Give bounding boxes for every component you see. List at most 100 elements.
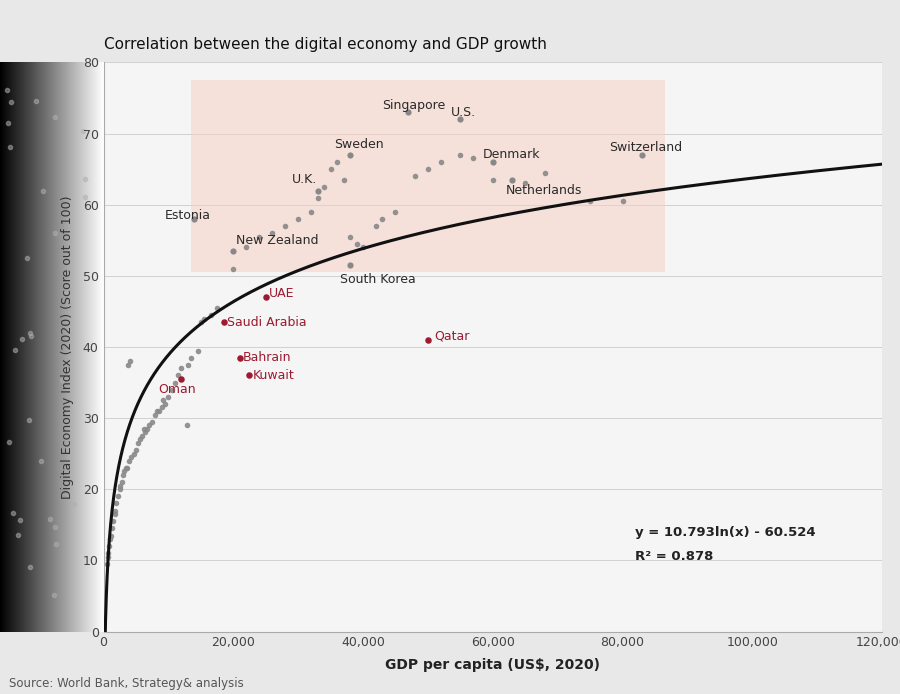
Point	[100, 559, 114, 570]
Text: y = 10.793ln(x) - 60.524: y = 10.793ln(x) - 60.524	[635, 525, 816, 539]
Point	[104, 530, 118, 541]
Point	[113, 484, 128, 495]
Point	[278, 221, 293, 232]
Point	[161, 391, 176, 403]
Text: U.S.: U.S.	[451, 105, 476, 119]
Point	[343, 149, 357, 160]
Point	[486, 157, 500, 168]
Point	[129, 445, 143, 456]
Point	[291, 214, 305, 225]
X-axis label: GDP per capita (US$, 2020): GDP per capita (US$, 2020)	[385, 658, 600, 672]
Point	[155, 402, 169, 413]
Point	[148, 409, 163, 420]
Text: UAE: UAE	[269, 287, 294, 300]
Point	[337, 174, 351, 185]
Text: Singapore: Singapore	[382, 99, 446, 112]
Point	[226, 263, 240, 274]
Point	[369, 221, 383, 232]
Text: Oman: Oman	[158, 383, 196, 396]
Point	[175, 373, 189, 384]
Point	[187, 214, 202, 225]
Point	[124, 452, 139, 463]
Text: New Zealand: New Zealand	[237, 234, 319, 247]
Text: Denmark: Denmark	[483, 149, 541, 162]
Point	[175, 363, 189, 374]
Point	[127, 448, 141, 459]
Point	[203, 310, 218, 321]
Point	[310, 185, 325, 196]
Point	[135, 430, 149, 441]
Point	[310, 192, 325, 203]
Point	[453, 149, 467, 160]
Point	[466, 153, 481, 164]
Point	[356, 242, 370, 253]
Text: Saudi Arabia: Saudi Arabia	[227, 316, 306, 328]
Point	[349, 238, 364, 249]
Point	[505, 174, 519, 185]
Point	[111, 491, 125, 502]
Point	[304, 206, 319, 217]
Text: Source: World Bank, Strategy& analysis: Source: World Bank, Strategy& analysis	[9, 677, 244, 690]
Point	[158, 398, 172, 409]
Bar	[191, 81, 665, 272]
Point	[137, 423, 151, 434]
Point	[401, 107, 416, 118]
Point	[101, 548, 115, 559]
Point	[258, 291, 273, 303]
Point	[122, 455, 137, 466]
Point	[123, 356, 138, 367]
Text: South Korea: South Korea	[340, 273, 416, 286]
Point	[317, 181, 331, 192]
Point	[179, 420, 194, 431]
Point	[102, 541, 116, 552]
Text: U.K.: U.K.	[292, 174, 317, 186]
Point	[165, 384, 179, 396]
Point	[117, 466, 131, 477]
Point	[106, 516, 121, 527]
Point	[145, 416, 159, 428]
Point	[232, 352, 247, 363]
Point	[265, 228, 279, 239]
Point	[434, 157, 448, 168]
Point	[239, 242, 254, 253]
Point	[167, 377, 182, 388]
Point	[323, 164, 338, 175]
Point	[150, 405, 165, 416]
Point	[375, 214, 390, 225]
Point	[226, 246, 240, 257]
Point	[133, 434, 148, 445]
Point	[616, 196, 630, 207]
Point	[486, 174, 500, 185]
Point	[101, 551, 115, 562]
Text: Netherlands: Netherlands	[506, 184, 582, 197]
Text: R² = 0.878: R² = 0.878	[635, 550, 714, 564]
Point	[634, 149, 649, 160]
Point	[343, 231, 357, 242]
Point	[181, 359, 195, 371]
Point	[171, 370, 185, 381]
Point	[109, 498, 123, 509]
Point	[112, 480, 127, 491]
Point	[408, 171, 422, 182]
Point	[184, 352, 198, 363]
Point	[121, 359, 135, 371]
Point	[119, 462, 133, 473]
Text: Qatar: Qatar	[435, 330, 470, 343]
Point	[453, 114, 467, 125]
Point	[116, 470, 130, 481]
Text: Kuwait: Kuwait	[253, 369, 294, 382]
Point	[191, 345, 205, 356]
Point	[138, 427, 152, 438]
Point	[210, 303, 224, 314]
Point	[156, 395, 170, 406]
Point	[343, 260, 357, 271]
Point	[130, 437, 145, 448]
Text: Estonia: Estonia	[165, 209, 211, 222]
Point	[518, 178, 533, 189]
Point	[108, 505, 122, 516]
Point	[242, 370, 256, 381]
Point	[388, 206, 402, 217]
Point	[151, 405, 166, 416]
Y-axis label: Digital Economy Index (2020) (Score out of 100): Digital Economy Index (2020) (Score out …	[61, 195, 75, 499]
Point	[583, 196, 598, 207]
